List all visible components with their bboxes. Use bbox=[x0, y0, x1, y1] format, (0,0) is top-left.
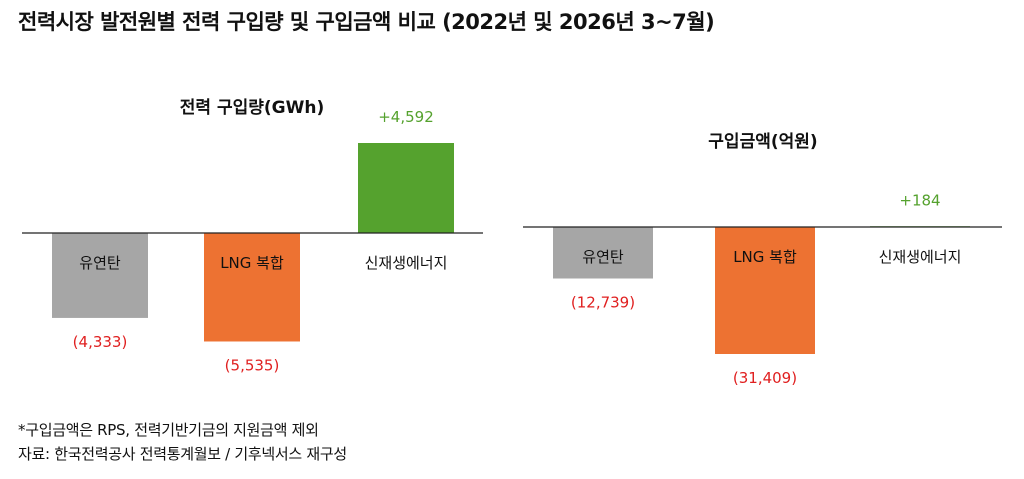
cost-value-label-0: (12,739) bbox=[571, 294, 635, 312]
footnote: *구입금액은 RPS, 전력기반기금의 지원금액 제외 bbox=[18, 421, 319, 439]
volume-category-label-2: 신재생에너지 bbox=[365, 254, 448, 272]
cost-category-label-1: LNG 복합 bbox=[733, 248, 797, 266]
volume-value-label-2: +4,592 bbox=[378, 108, 434, 126]
volume-value-label-0: (4,333) bbox=[73, 333, 128, 351]
volume-bar-1 bbox=[204, 233, 300, 342]
cost-category-label-0: 유연탄 bbox=[582, 248, 624, 266]
cost-bar-1 bbox=[715, 227, 815, 354]
volume-bar-0 bbox=[52, 233, 148, 318]
volume-chart-title: 전력 구입량(GWh) bbox=[180, 98, 324, 118]
cost-chart-title: 구입금액(억원) bbox=[708, 132, 817, 152]
volume-category-label-0: 유연탄 bbox=[79, 254, 121, 272]
chart-main-title: 전력시장 발전원별 전력 구입량 및 구입금액 비교 (2022년 및 2026… bbox=[18, 10, 715, 34]
volume-category-label-1: LNG 복합 bbox=[220, 254, 284, 272]
cost-value-label-2: +184 bbox=[899, 191, 940, 209]
volume-value-label-1: (5,535) bbox=[225, 356, 280, 374]
volume-bar-2 bbox=[358, 143, 454, 233]
cost-bar-0 bbox=[553, 227, 653, 279]
cost-value-label-1: (31,409) bbox=[733, 369, 797, 387]
cost-category-label-2: 신재생에너지 bbox=[879, 248, 962, 266]
source-note: 자료: 한국전력공사 전력통계월보 / 기후넥서스 재구성 bbox=[18, 445, 347, 463]
